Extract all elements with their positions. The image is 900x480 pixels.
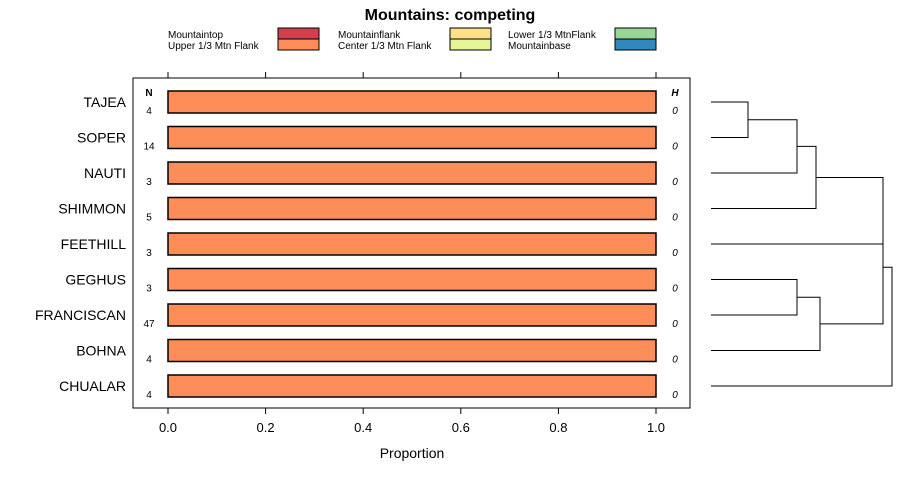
legend-swatch	[449, 27, 492, 40]
x-tick-label: 0.4	[354, 420, 372, 435]
bar-segment	[167, 161, 657, 185]
row-label: FRANCISCAN	[35, 307, 126, 323]
n-header: N	[145, 88, 152, 99]
legend-swatch	[614, 38, 657, 51]
plot-frame	[132, 77, 691, 409]
row-n: 4	[146, 355, 152, 366]
row-n: 4	[146, 390, 152, 401]
dendrogram-branch	[711, 266, 893, 387]
dendrogram-branch	[820, 210, 884, 325]
bar-rows: TAJEA 4 0 SOPER 14 0 NAUTI 3 0 SHIMMON 5 0 FEETHILL 3…	[35, 90, 678, 401]
legend-swatch	[277, 27, 320, 40]
legend-label: Upper 1/3 Mtn Flank	[168, 41, 260, 52]
legend-swatch	[614, 27, 657, 40]
legend-swatch	[449, 38, 492, 51]
bar-segment	[167, 125, 657, 150]
bar-segment	[167, 338, 657, 363]
row-n: 3	[146, 284, 152, 295]
row-h: 0	[672, 142, 678, 153]
row-n: 47	[143, 319, 155, 330]
row-h: 0	[672, 319, 678, 330]
row-label: TAJEA	[83, 94, 126, 110]
dendrogram-branch	[711, 176, 884, 245]
top-axis-ticks	[167, 72, 657, 78]
bar-segment	[167, 232, 657, 256]
dendrogram-branch	[711, 279, 798, 316]
x-tick-label: 0.8	[549, 420, 567, 435]
row-h: 0	[672, 355, 678, 366]
row-h: 0	[672, 390, 678, 401]
bar-segment	[167, 267, 657, 292]
row-h: 0	[672, 248, 678, 259]
row-n: 3	[146, 177, 152, 188]
dendrogram	[711, 101, 893, 387]
dendrogram-branch	[711, 101, 749, 138]
row-label: SOPER	[77, 130, 126, 146]
x-axis: 0.0 0.2 0.4 0.6 0.8 1.0	[159, 408, 665, 435]
row-label: FEETHILL	[61, 236, 127, 252]
legend-label: Center 1/3 Mtn Flank	[338, 41, 432, 52]
dendrogram-branch	[711, 145, 817, 209]
row-label: BOHNA	[76, 343, 126, 359]
row-n: 3	[146, 248, 152, 259]
bar-segment	[167, 90, 657, 114]
row-label: SHIMMON	[58, 201, 126, 217]
chart-title: Mountains: competing	[365, 7, 536, 24]
x-tick-label: 0.6	[452, 420, 470, 435]
x-tick-label: 0.0	[159, 420, 177, 435]
row-n: 14	[143, 142, 155, 153]
row-n: 4	[146, 106, 152, 117]
x-axis-label: Proportion	[380, 445, 445, 461]
dendrogram-branch	[711, 296, 821, 351]
bar-segment	[167, 374, 657, 398]
bar-segment	[167, 303, 657, 327]
x-tick-label: 1.0	[647, 420, 665, 435]
row-label: CHUALAR	[59, 378, 126, 394]
row-h: 0	[672, 213, 678, 224]
row-label: GEGHUS	[65, 272, 126, 288]
row-h: 0	[672, 106, 678, 117]
legend-label: Mountainbase	[508, 41, 571, 52]
h-header: H	[671, 88, 679, 99]
row-n: 5	[146, 213, 152, 224]
dendrogram-branch	[711, 119, 798, 174]
row-h: 0	[672, 177, 678, 188]
legend-label: Mountainflank	[338, 30, 401, 41]
legend-swatch	[277, 38, 320, 51]
legend-label: Mountaintop	[168, 30, 223, 41]
row-h: 0	[672, 284, 678, 295]
row-label: NAUTI	[84, 165, 126, 181]
x-tick-label: 0.2	[257, 420, 275, 435]
bar-segment	[167, 196, 657, 221]
legend-label: Lower 1/3 MtnFlank	[508, 30, 597, 41]
